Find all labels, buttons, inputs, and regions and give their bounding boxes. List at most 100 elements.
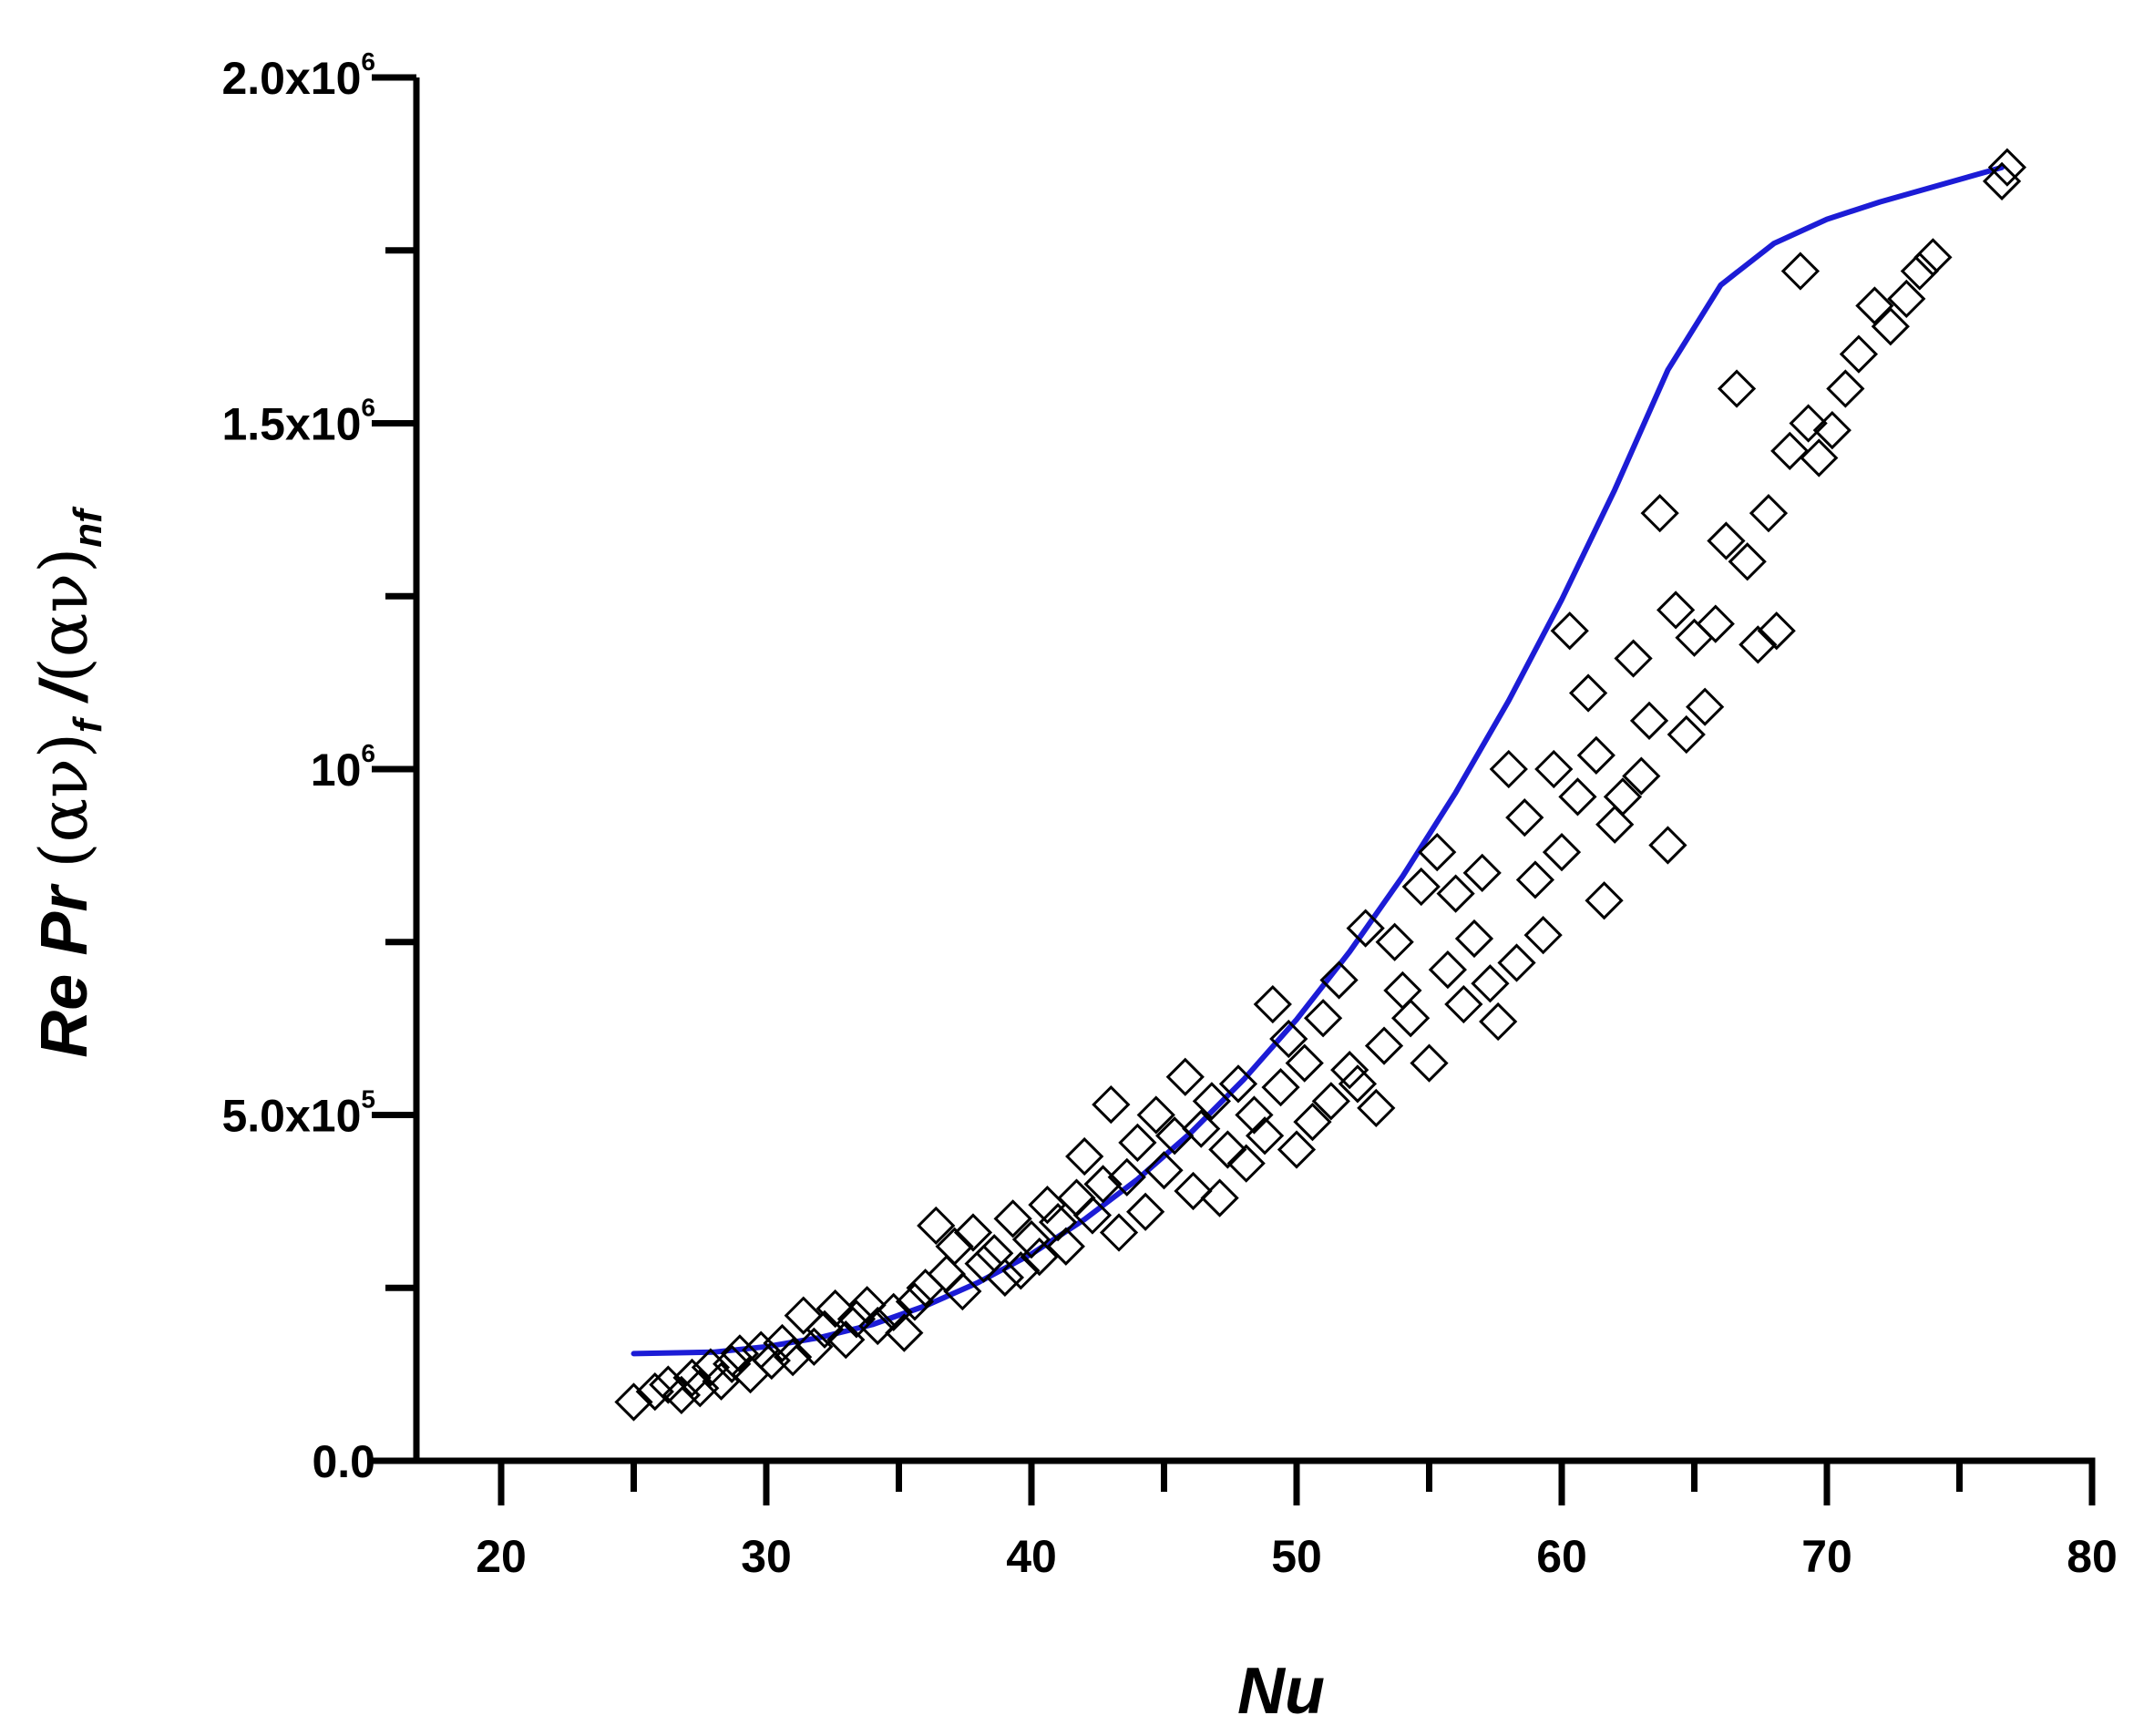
data-point [1657,591,1696,630]
data-point [1011,1219,1051,1259]
data-point [858,1306,898,1346]
data-point [1707,521,1746,560]
y-tick-label: 106 [311,739,375,796]
data-point [1648,826,1687,865]
data-point [1020,1237,1059,1277]
data-point [1375,922,1414,961]
data-point [1497,943,1536,982]
x-tick-label: 60 [1536,1531,1587,1582]
data-point [927,1254,967,1294]
data-point [917,1206,956,1246]
x-axis-title: Nu [1237,1655,1325,1728]
data-point [1717,369,1757,408]
data-point [874,1292,913,1331]
data-point [1383,971,1422,1011]
data-point [672,1358,712,1398]
data-point [1462,853,1502,892]
data-point [1757,611,1796,651]
data-point [1401,867,1441,907]
data-point [1330,1051,1369,1090]
data-point [1780,252,1821,291]
data-point [1410,1043,1449,1083]
data-point [1454,919,1494,959]
y-tick-label: 5.0x105 [221,1085,375,1142]
data-point [1534,749,1574,789]
data-point [1038,1203,1078,1242]
data-point [1576,735,1616,775]
data-point [1269,1019,1308,1059]
data-point [635,1371,674,1412]
data-point [1046,1227,1085,1266]
data-point [964,1244,1003,1283]
data-point [662,1375,702,1415]
data-point [1261,1068,1300,1107]
data-point [1675,618,1714,657]
x-tick-label: 50 [1271,1531,1322,1582]
data-point [1622,756,1661,796]
data-point [1099,1213,1139,1252]
data-point [1144,1151,1184,1190]
data-point [1277,1130,1317,1169]
y-tick-label: 1.5x106 [221,394,375,450]
y-tick-label: 2.0x106 [221,47,375,104]
data-point [1614,639,1653,678]
x-tick-label: 70 [1801,1531,1852,1582]
data-point [1770,431,1810,470]
data-point [1311,1082,1350,1121]
data-point [1887,279,1926,319]
data-point [795,1327,834,1366]
axes [413,77,2096,1464]
data-point [1789,404,1828,443]
data-point [1436,874,1475,913]
data-point [1072,1196,1113,1235]
data-point [1839,334,1879,374]
data-point [784,1296,823,1335]
data-point [1346,909,1385,948]
fit-curve-line [631,164,2005,1357]
y-tick-label: 0.0 [312,1436,375,1487]
data-point [1001,1251,1041,1290]
data-point [1696,604,1735,643]
data-point [1226,1144,1266,1183]
y-axis-title: Re Pr (αν)f /(αν)nf [26,506,110,1058]
data-point [1126,1192,1165,1231]
data-point [1826,369,1865,408]
tick-labels: 20 30 40 50 60 70 80 0.0 5.0x105 106 1.5x106 2.0x10… [221,47,2117,1582]
data-point [1558,777,1597,817]
data-point [836,1299,877,1339]
x-tick-label: 20 [476,1531,527,1582]
data-point [985,1258,1025,1297]
data-point [1338,1064,1378,1104]
ticks [372,74,2096,1505]
data-point [1285,1043,1324,1083]
data-point [1200,1178,1239,1217]
data-point [1568,673,1608,713]
data-point [720,1334,760,1373]
data-point [691,1348,731,1387]
data-point [885,1313,924,1352]
data-point [1444,984,1483,1024]
data-point [1174,1171,1213,1211]
data-point [1739,625,1778,664]
data-point [1208,1130,1247,1169]
data-point [1595,805,1635,844]
data-point [1479,1002,1518,1042]
x-tick-label: 80 [2067,1531,2118,1582]
data-point [895,1282,935,1321]
data-point [1982,161,2022,200]
data-point [1629,701,1669,740]
data-points [614,148,2027,1422]
data-point [713,1344,752,1383]
data-point [1391,999,1431,1038]
data-point [1418,832,1457,872]
data-point [1800,438,1839,478]
data-point [1357,1088,1396,1128]
data-point [763,1323,802,1363]
data-point [1065,1136,1104,1176]
x-tick-label: 40 [1006,1531,1057,1582]
data-point [943,1271,982,1311]
data-point [1987,148,2027,187]
data-point [1505,798,1544,837]
data-point [1728,542,1767,581]
data-point [773,1338,813,1377]
